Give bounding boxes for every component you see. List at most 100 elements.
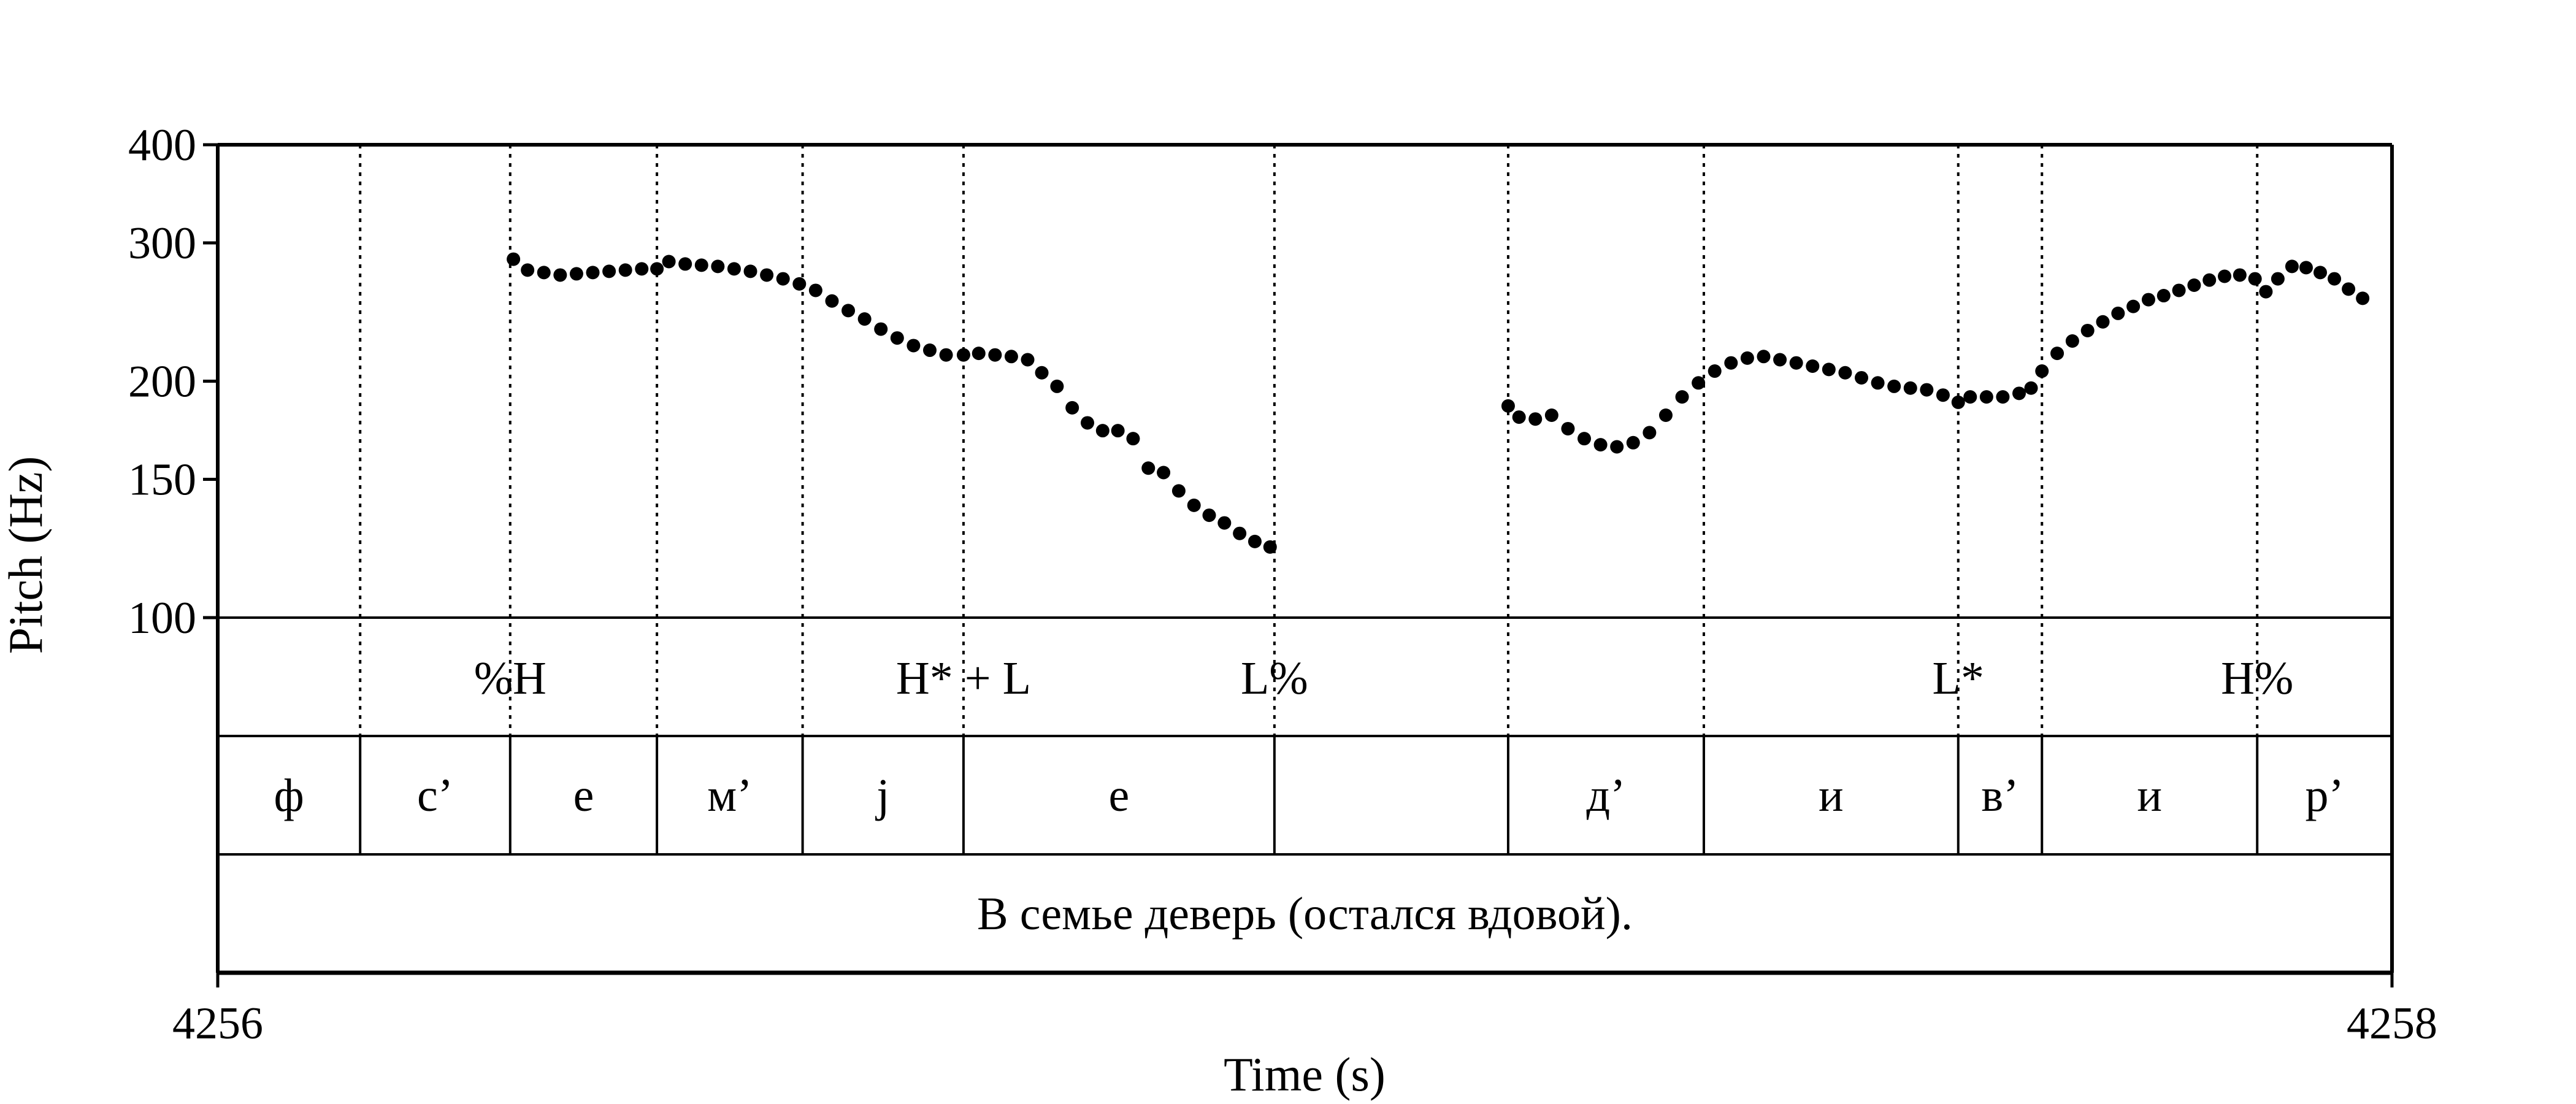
pitch-point (694, 258, 708, 272)
pitch-point (1963, 390, 1977, 404)
pitch-point (2080, 323, 2095, 337)
pitch-point (1838, 366, 1852, 380)
pitch-point (1692, 376, 1706, 390)
pitch-point (1887, 379, 1901, 393)
pitch-point (808, 283, 822, 297)
tone-label: H% (2221, 653, 2293, 704)
tone-label: L* (1933, 653, 1984, 704)
pitch-point (1658, 408, 1673, 423)
pitch-point (922, 343, 937, 358)
pitch-point (1626, 435, 1640, 450)
pitch-point (1157, 466, 1171, 480)
y-tick-label: 100 (128, 593, 196, 643)
pitch-point (857, 312, 872, 326)
pitch-point (1217, 516, 1232, 530)
pitch-point (874, 322, 888, 336)
pitch-point (939, 348, 953, 362)
x-tick-label: 4258 (2347, 999, 2437, 1049)
pitch-point (1789, 356, 1803, 370)
pitch-point (1035, 366, 1049, 380)
pitch-point (2248, 272, 2262, 286)
y-tick-label: 150 (128, 454, 196, 505)
pitch-point (2202, 273, 2217, 287)
pitch-point (1544, 408, 1558, 423)
pitch-point (678, 257, 692, 271)
pitch-point (1263, 540, 1277, 554)
pitch-point (1233, 526, 1247, 540)
pitch-point (2342, 282, 2356, 296)
pitch-point (1675, 390, 1689, 404)
pitch-point (1248, 534, 1262, 548)
pitch-point (1501, 399, 1515, 413)
segment-label: в’ (1981, 770, 2018, 821)
pitch-point (1141, 461, 1156, 475)
pitch-point (1871, 376, 1885, 390)
pitch-point (635, 262, 649, 276)
y-tick-label: 400 (128, 120, 196, 171)
pitch-point (2299, 261, 2313, 275)
pitch-point (956, 348, 970, 362)
pitch-point (1202, 508, 1216, 523)
pitch-point (2012, 386, 2026, 401)
pitch-point (553, 268, 567, 282)
pitch-point (537, 266, 551, 280)
pitch-point (2096, 315, 2110, 329)
y-tick-label: 200 (128, 357, 196, 407)
pitch-point (711, 259, 725, 274)
pitch-point (650, 262, 664, 276)
pitch-point (2065, 334, 2079, 348)
pitch-point (2111, 306, 2125, 320)
segment-label: е (573, 770, 594, 821)
tone-label: H* + L (896, 653, 1031, 704)
pitch-point (662, 255, 676, 269)
pitch-point (569, 267, 583, 281)
segment-label: р’ (2305, 770, 2344, 821)
pitch-point (2313, 266, 2328, 280)
pitch-point (907, 339, 921, 353)
segment-label: е (1109, 770, 1130, 821)
pitch-point (1979, 390, 1993, 404)
pitch-point (1528, 412, 1543, 426)
segment-label: j (875, 770, 889, 821)
pitch-point (2172, 283, 2186, 297)
y-axis-title: Pitch (Hz) (0, 456, 52, 654)
pitch-point (2259, 285, 2273, 299)
pitch-point (1593, 438, 1608, 452)
pitch-point (1111, 424, 1125, 438)
pitch-point (792, 277, 807, 291)
pitch-point (521, 263, 535, 277)
pitch-point (1740, 351, 1754, 365)
pitch-point (988, 348, 1002, 362)
interval-boundaries (359, 145, 2259, 854)
pitch-point (1773, 353, 1787, 367)
pitch-point (602, 264, 616, 278)
pitch-point (2271, 272, 2285, 286)
pitch-point (1996, 390, 2010, 404)
pitch-point (2187, 278, 2201, 292)
pitch-point (1004, 350, 1018, 364)
pitch-point (1936, 388, 1950, 402)
pitch-point (1081, 416, 1094, 430)
pitch-point (1021, 353, 1035, 367)
pitch-point (2328, 272, 2342, 286)
pitch-point (1561, 421, 1575, 435)
pitch-point (1855, 370, 1869, 385)
pitch-point (825, 294, 839, 308)
pitch-point (1610, 440, 1624, 454)
pitch-point (2024, 381, 2038, 395)
pitch-point (618, 263, 632, 277)
pitch-point (1724, 356, 1738, 370)
tone-label: L% (1241, 653, 1308, 704)
pitch-point (2035, 364, 2049, 378)
tier-labels: 100 150 200 300 400 4256 4258 %H H* + L L% L* H% ф с’… (128, 120, 2437, 1049)
pitch-point (972, 347, 986, 361)
pitch-point (890, 331, 904, 345)
segment-label: д’ (1586, 770, 1625, 821)
sentence-label: В семье деверь (остался вдовой). (977, 888, 1633, 940)
pitch-point (1920, 383, 1934, 397)
pitch-point (1951, 395, 1965, 409)
pitch-point (2126, 299, 2141, 313)
y-tick-label: 300 (128, 218, 196, 269)
pitch-point (2233, 268, 2247, 282)
